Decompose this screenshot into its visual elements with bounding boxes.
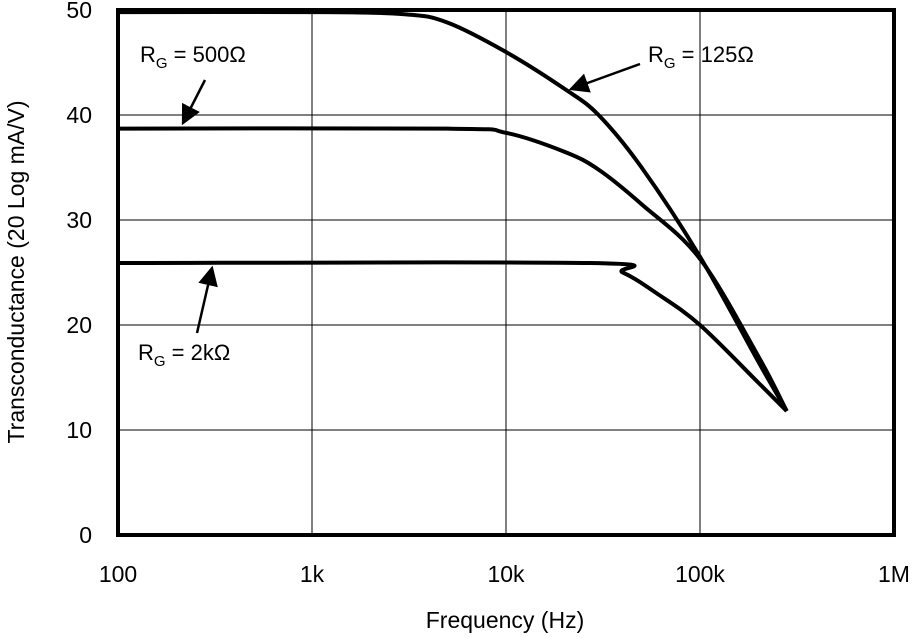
annotation-label: RG = 2kΩ <box>138 340 230 370</box>
grid <box>117 9 895 536</box>
y-tick-label: 0 <box>79 522 92 548</box>
annotation-label: RG = 125Ω <box>648 42 754 72</box>
annotations: RG = 500Ω RG = 125Ω RG = 2kΩ <box>138 42 754 370</box>
y-tick-label: 40 <box>66 102 92 128</box>
y-tick-label: 20 <box>66 312 92 338</box>
annotation-arrow <box>195 265 218 334</box>
series-line <box>117 260 789 413</box>
x-axis-label: Frequency (Hz) <box>426 607 584 633</box>
x-tick-label: 10k <box>487 561 525 587</box>
y-tick-label: 50 <box>66 0 92 23</box>
plot-frame <box>116 8 896 537</box>
y-axis-label: Transconductance (20 Log mA/V) <box>3 100 29 443</box>
x-tick-label: 1k <box>300 561 325 587</box>
annotation-arrow <box>568 62 641 93</box>
y-tick-label: 10 <box>66 417 92 443</box>
annotation-arrow <box>181 79 207 126</box>
y-tick-label: 30 <box>66 207 92 233</box>
tick-labels: 100 1k 10k 100k 1M 0 10 20 30 40 50 <box>66 0 910 587</box>
x-tick-label: 100 <box>99 561 137 587</box>
annotation-label: RG = 500Ω <box>140 42 246 72</box>
x-tick-label: 100k <box>675 561 725 587</box>
x-tick-label: 1M <box>878 561 910 587</box>
series-group <box>117 9 789 413</box>
series-line <box>117 126 789 413</box>
